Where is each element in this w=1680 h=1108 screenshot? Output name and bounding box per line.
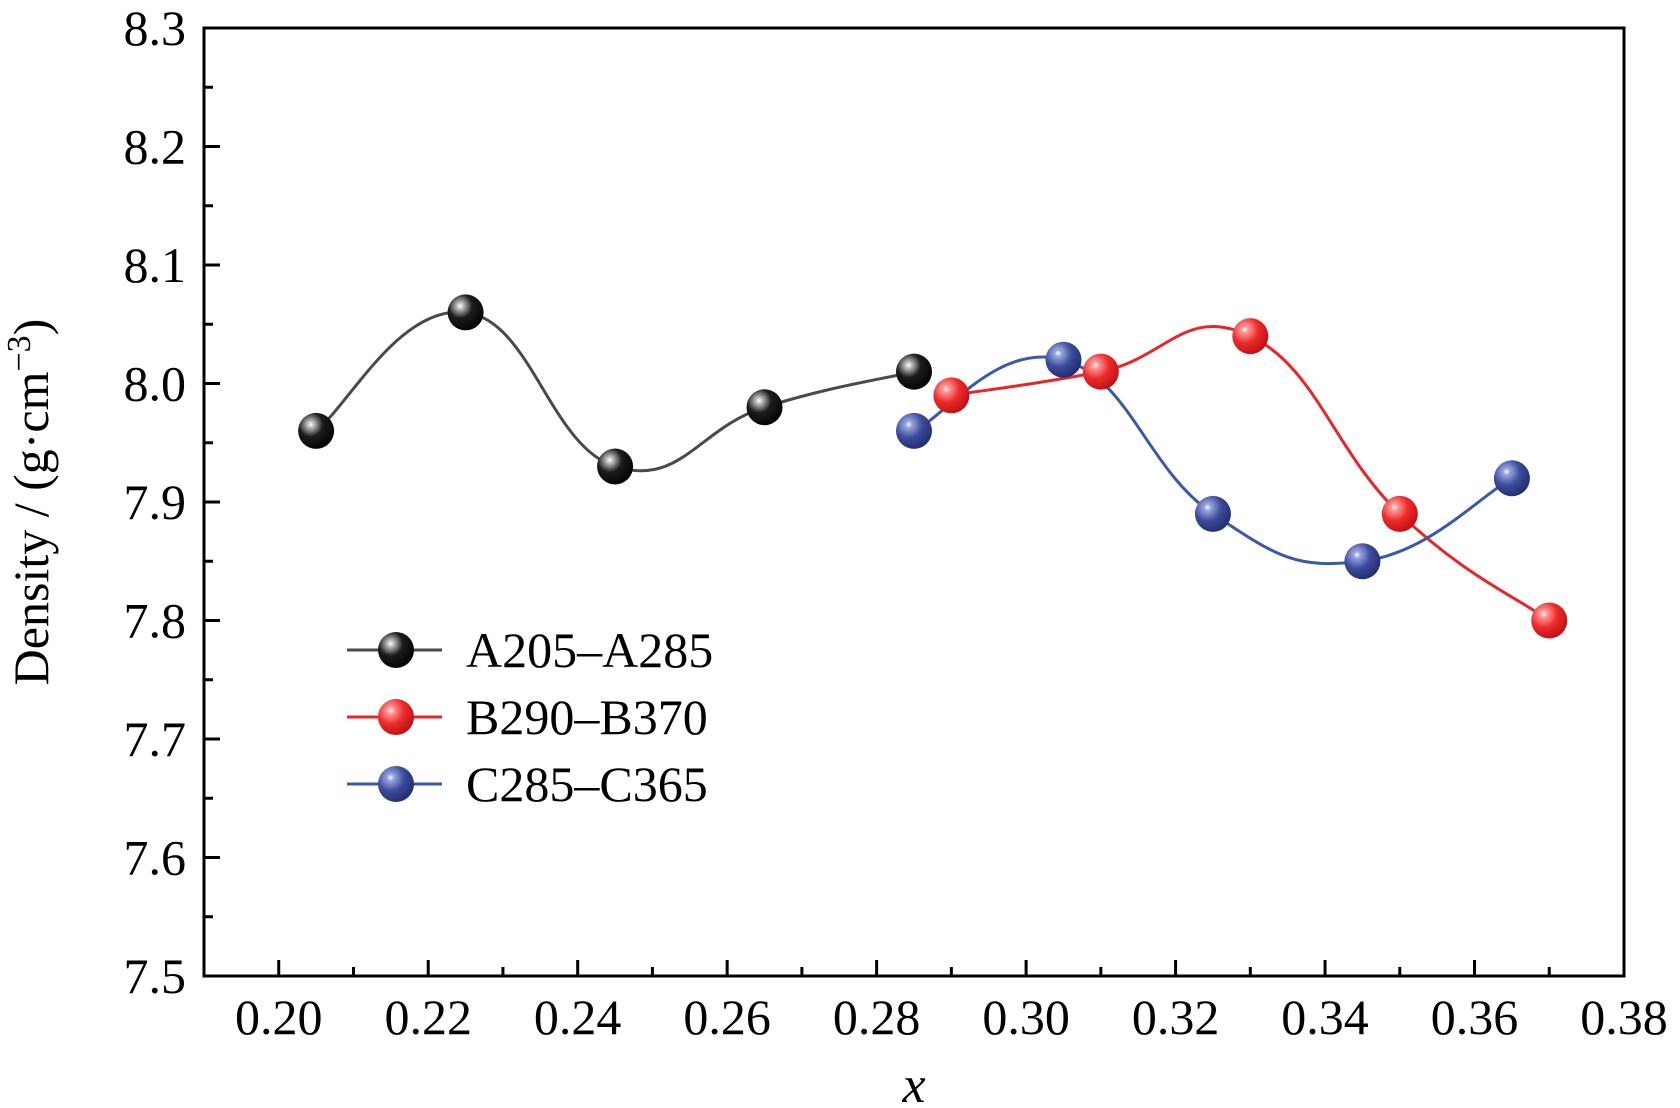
data-point-series-2	[1045, 341, 1082, 378]
x-tick-label: 0.38	[1580, 989, 1668, 1045]
legend-marker-2	[378, 766, 414, 802]
y-tick-label: 8.1	[124, 237, 187, 293]
legend-marker-1	[378, 699, 414, 735]
data-point-series-1	[1381, 495, 1418, 532]
data-point-series-1	[1232, 318, 1269, 355]
data-point-series-1	[1531, 602, 1568, 639]
y-tick-label: 7.6	[124, 830, 187, 886]
y-axis-label-main: Density / (g·cm	[3, 371, 59, 685]
series-line-0	[315, 310, 915, 473]
legend-label-0: A205–A285	[466, 622, 713, 678]
x-tick-label: 0.36	[1431, 989, 1519, 1045]
data-point-series-2	[1344, 543, 1381, 580]
y-axis-label: Density / (g·cm−3)	[1, 319, 59, 686]
y-tick-label: 7.8	[124, 593, 187, 649]
x-tick-label: 0.26	[683, 989, 771, 1045]
y-axis-label-close: )	[3, 319, 59, 336]
axes: 0.20 0.22 0.24 0.26 0.28 0.30 0.32 0.34 0.36 0.38…	[124, 0, 1668, 1045]
y-tick-label: 8.0	[124, 356, 187, 412]
data-point-series-2	[1493, 460, 1530, 497]
legend-label-2: C285–C365	[466, 756, 708, 812]
y-tick-label: 8.3	[124, 0, 187, 56]
legend-marker-0	[378, 632, 414, 668]
legend-label-1: B290–B370	[466, 689, 708, 745]
data-point-series-0	[896, 353, 932, 390]
data-point-series-0	[746, 389, 783, 426]
data-point-series-1	[933, 377, 970, 414]
data-point-series-0	[298, 412, 335, 449]
series-points	[298, 294, 1568, 639]
x-tick-label: 0.28	[833, 989, 921, 1045]
data-point-series-0	[597, 448, 634, 485]
x-tick-label: 0.24	[534, 989, 622, 1045]
y-tick-label: 8.2	[124, 119, 187, 175]
x-tick-label: 0.32	[1132, 989, 1220, 1045]
x-tick-label: 0.20	[235, 989, 323, 1045]
x-axis-label: x	[901, 1057, 925, 1108]
x-tick-label: 0.34	[1281, 989, 1369, 1045]
legend: A205–A285 B290–B370 C285–C365	[347, 622, 713, 812]
series-line-1	[951, 325, 1551, 622]
x-tick-label: 0.30	[982, 989, 1070, 1045]
y-tick-label: 7.5	[124, 948, 187, 1004]
y-tick-label: 7.9	[124, 474, 187, 530]
x-tick-label: 0.22	[384, 989, 472, 1045]
y-tick-label: 7.7	[124, 711, 187, 767]
data-point-series-1	[1082, 353, 1119, 390]
data-point-series-2	[1194, 495, 1231, 532]
data-point-series-0	[447, 294, 484, 331]
y-axis-label-exponent: −3	[1, 335, 38, 371]
data-point-series-2	[896, 412, 932, 449]
